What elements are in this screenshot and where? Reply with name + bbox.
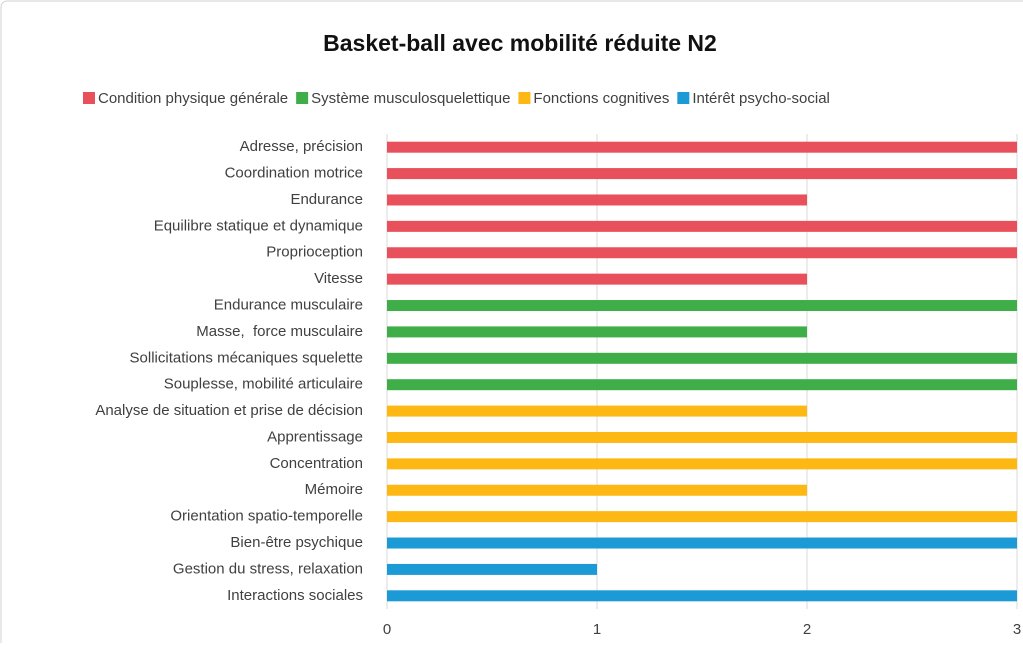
bar <box>387 537 1017 549</box>
y-tick-label: Coordination motrice <box>225 165 363 182</box>
x-tick-label: 2 <box>803 621 811 638</box>
y-tick-label: Orientation spatio-temporelle <box>170 508 363 525</box>
legend-label: Condition physique générale <box>98 90 288 107</box>
bar <box>387 563 597 575</box>
bar <box>387 247 1017 259</box>
bar <box>387 431 1017 443</box>
legend-swatch <box>296 92 309 104</box>
bar <box>387 590 1017 602</box>
bar <box>387 168 1017 180</box>
y-tick-label: Equilibre statique et dynamique <box>154 217 363 234</box>
y-tick-label: Gestion du stress, relaxation <box>173 560 363 577</box>
legend-swatch <box>677 92 690 104</box>
y-tick-label: Concentration <box>270 455 363 472</box>
y-tick-label: Bien-être psychique <box>230 534 363 551</box>
legend-swatch <box>83 92 95 104</box>
y-tick-label: Endurance musculaire <box>214 296 363 313</box>
bar <box>387 141 1017 153</box>
bar <box>387 273 807 285</box>
legend-label: Fonctions cognitives <box>533 90 669 107</box>
x-tick-label: 3 <box>1013 621 1021 638</box>
y-tick-label: Proprioception <box>266 244 363 261</box>
bar <box>387 326 807 338</box>
legend-swatch <box>518 92 531 104</box>
bar <box>387 300 1017 312</box>
bar <box>387 194 807 206</box>
y-tick-label: Analyse de situation et prise de décisio… <box>95 402 363 419</box>
x-tick-label: 1 <box>593 621 601 638</box>
bar <box>387 484 807 496</box>
y-tick-label: Vitesse <box>314 270 363 287</box>
x-tick-label: 0 <box>383 621 391 638</box>
bar <box>387 511 1017 523</box>
y-tick-label: Apprentissage <box>267 428 363 445</box>
y-tick-label: Souplesse, mobilité articulaire <box>164 376 363 393</box>
bar <box>387 458 1017 470</box>
y-tick-label: Masse, force musculaire <box>196 323 363 340</box>
bar <box>387 405 807 417</box>
bar <box>387 352 1017 364</box>
y-tick-label: Adresse, précision <box>240 138 363 155</box>
legend-label: Intérêt psycho-social <box>692 90 830 107</box>
y-tick-label: Sollicitations mécaniques squelette <box>130 349 363 366</box>
y-tick-label: Endurance <box>290 191 363 208</box>
chart-title: Basket-ball avec mobilité réduite N2 <box>323 30 717 56</box>
bar <box>387 220 1017 232</box>
bar <box>387 379 1017 391</box>
y-tick-label: Mémoire <box>305 481 363 498</box>
legend-label: Système musculosquelettique <box>311 90 510 107</box>
y-tick-label: Interactions sociales <box>227 587 363 604</box>
